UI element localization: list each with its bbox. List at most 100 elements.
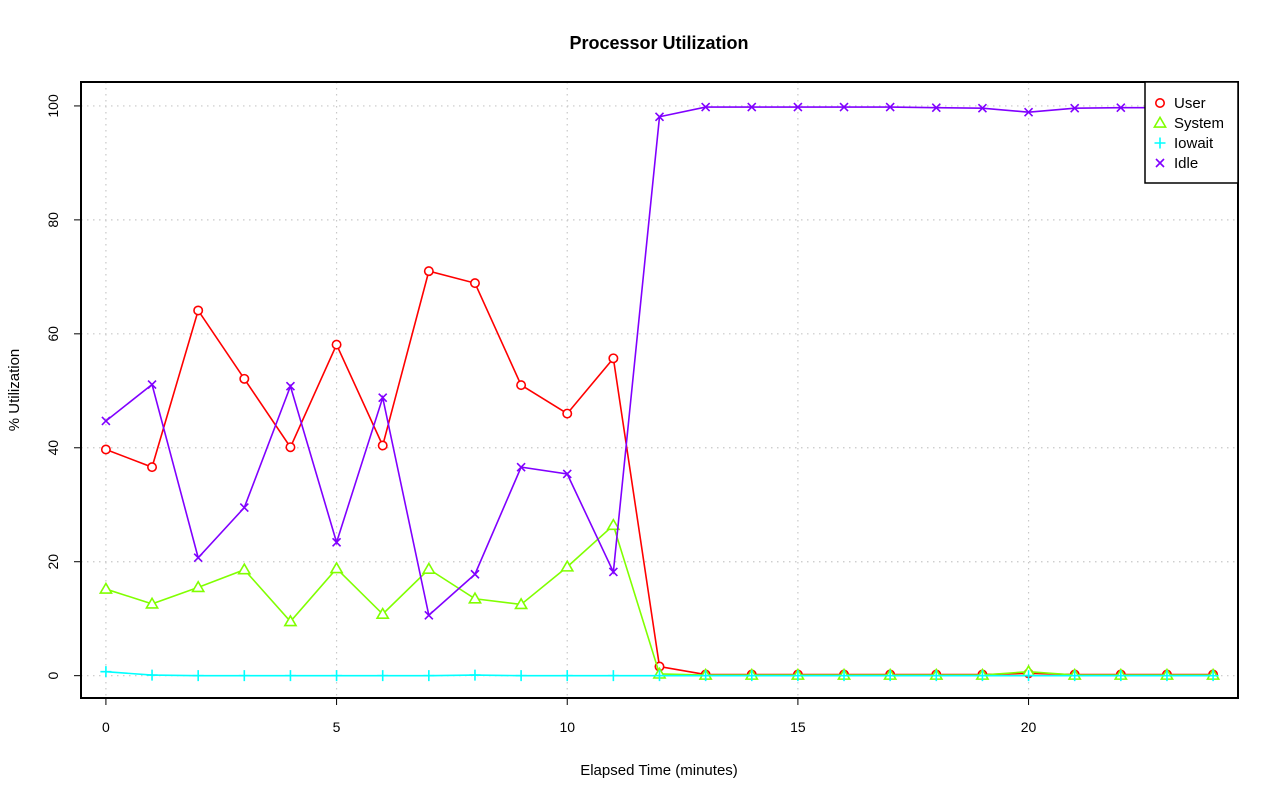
legend-marker-system [1153, 115, 1167, 128]
y-tick-label: 20 [45, 554, 61, 570]
data-point-system [98, 581, 113, 594]
legend-label-iowait: Iowait [1174, 135, 1214, 152]
chart-title: Processor Utilization [569, 33, 748, 53]
data-point-idle [101, 416, 111, 426]
data-point-iowait [1115, 670, 1127, 682]
data-point-iowait [146, 669, 158, 681]
data-point-system [237, 562, 252, 575]
y-axis-label: % Utilization [6, 349, 23, 432]
data-point-system [467, 591, 482, 604]
series-iowait [100, 666, 1219, 682]
legend-marker-idle [1155, 158, 1165, 168]
data-point-idle [931, 103, 941, 113]
data-point-iowait [976, 670, 988, 682]
data-point-user [193, 305, 204, 316]
data-point-iowait [654, 670, 665, 682]
data-point-iowait [515, 670, 527, 682]
x-tick-label: 10 [559, 719, 575, 735]
data-point-iowait [192, 670, 204, 682]
data-point-system [514, 597, 529, 610]
data-point-system [560, 559, 575, 572]
legend-marker-iowait [1154, 137, 1166, 149]
x-tick-label: 15 [790, 719, 806, 735]
y-tick-label: 100 [45, 94, 61, 118]
x-tick-label: 0 [102, 719, 110, 735]
data-point-idle [977, 103, 987, 113]
y-tick-label: 60 [45, 326, 61, 342]
legend-label-user: User [1174, 95, 1206, 112]
data-point-user [608, 353, 619, 364]
data-point-idle [793, 102, 803, 112]
x-axis-label: Elapsed Time (minutes) [580, 762, 738, 779]
data-point-iowait [930, 670, 942, 682]
data-point-idle [839, 102, 849, 112]
data-point-idle [654, 112, 665, 122]
data-point-user [562, 408, 573, 419]
data-point-idle [239, 503, 249, 513]
data-point-idle [516, 462, 526, 472]
data-point-iowait [884, 670, 896, 682]
legend: User System Iowait Idle [1144, 81, 1239, 184]
data-point-user [377, 440, 388, 451]
data-point-iowait [1023, 670, 1035, 682]
data-point-iowait [284, 670, 296, 682]
data-point-user [469, 278, 480, 289]
data-point-user [239, 373, 250, 384]
data-point-idle [1070, 103, 1080, 113]
data-point-iowait [792, 670, 804, 682]
data-point-iowait [746, 670, 758, 682]
series-idle [101, 102, 1218, 620]
data-point-system [329, 561, 344, 574]
data-point-iowait [1161, 670, 1173, 682]
legend-label-idle: Idle [1174, 155, 1198, 172]
y-tick-label: 40 [45, 440, 61, 456]
plot-frame [80, 81, 1239, 699]
data-point-iowait [700, 670, 712, 682]
y-tick-label: 80 [45, 212, 61, 228]
data-point-idle [147, 379, 157, 390]
data-point-iowait [561, 670, 573, 682]
data-point-system [191, 580, 206, 593]
legend-label-system: System [1174, 115, 1224, 132]
data-point-system [375, 606, 390, 619]
data-point-system [145, 596, 160, 609]
data-point-iowait [1207, 670, 1219, 682]
data-point-system [606, 518, 621, 531]
data-point-system [421, 561, 436, 574]
data-point-idle [747, 102, 757, 112]
data-point-idle [285, 381, 296, 391]
data-point-iowait [838, 670, 850, 682]
data-point-system [283, 614, 298, 627]
data-point-iowait [331, 670, 343, 682]
x-tick-label: 5 [333, 719, 341, 735]
legend-marker-user [1155, 98, 1166, 109]
data-point-idle [470, 569, 480, 579]
data-point-idle [608, 567, 618, 577]
data-point-iowait [377, 670, 389, 682]
data-point-idle [193, 553, 203, 563]
data-point-user [285, 442, 296, 453]
data-point-idle [332, 537, 342, 547]
data-point-idle [378, 393, 388, 403]
data-point-idle [885, 102, 895, 112]
y-tick-label: 0 [45, 672, 61, 680]
data-point-idle [1023, 107, 1034, 117]
data-point-iowait [100, 666, 112, 678]
data-point-user [331, 339, 342, 350]
axes: 0 5 10 15 20 0 20 40 60 80 100 [45, 94, 1037, 735]
data-point-iowait [423, 670, 435, 682]
data-point-iowait [607, 670, 619, 682]
data-point-iowait [1069, 670, 1081, 682]
data-point-idle [562, 469, 572, 479]
data-point-user [100, 444, 111, 455]
data-point-iowait [238, 670, 250, 682]
data-point-idle [424, 610, 434, 620]
data-point-user [423, 266, 434, 277]
data-point-iowait [469, 669, 481, 681]
data-series [98, 102, 1221, 682]
data-point-idle [1116, 103, 1126, 113]
data-point-user [516, 380, 527, 391]
data-point-user [147, 462, 158, 473]
